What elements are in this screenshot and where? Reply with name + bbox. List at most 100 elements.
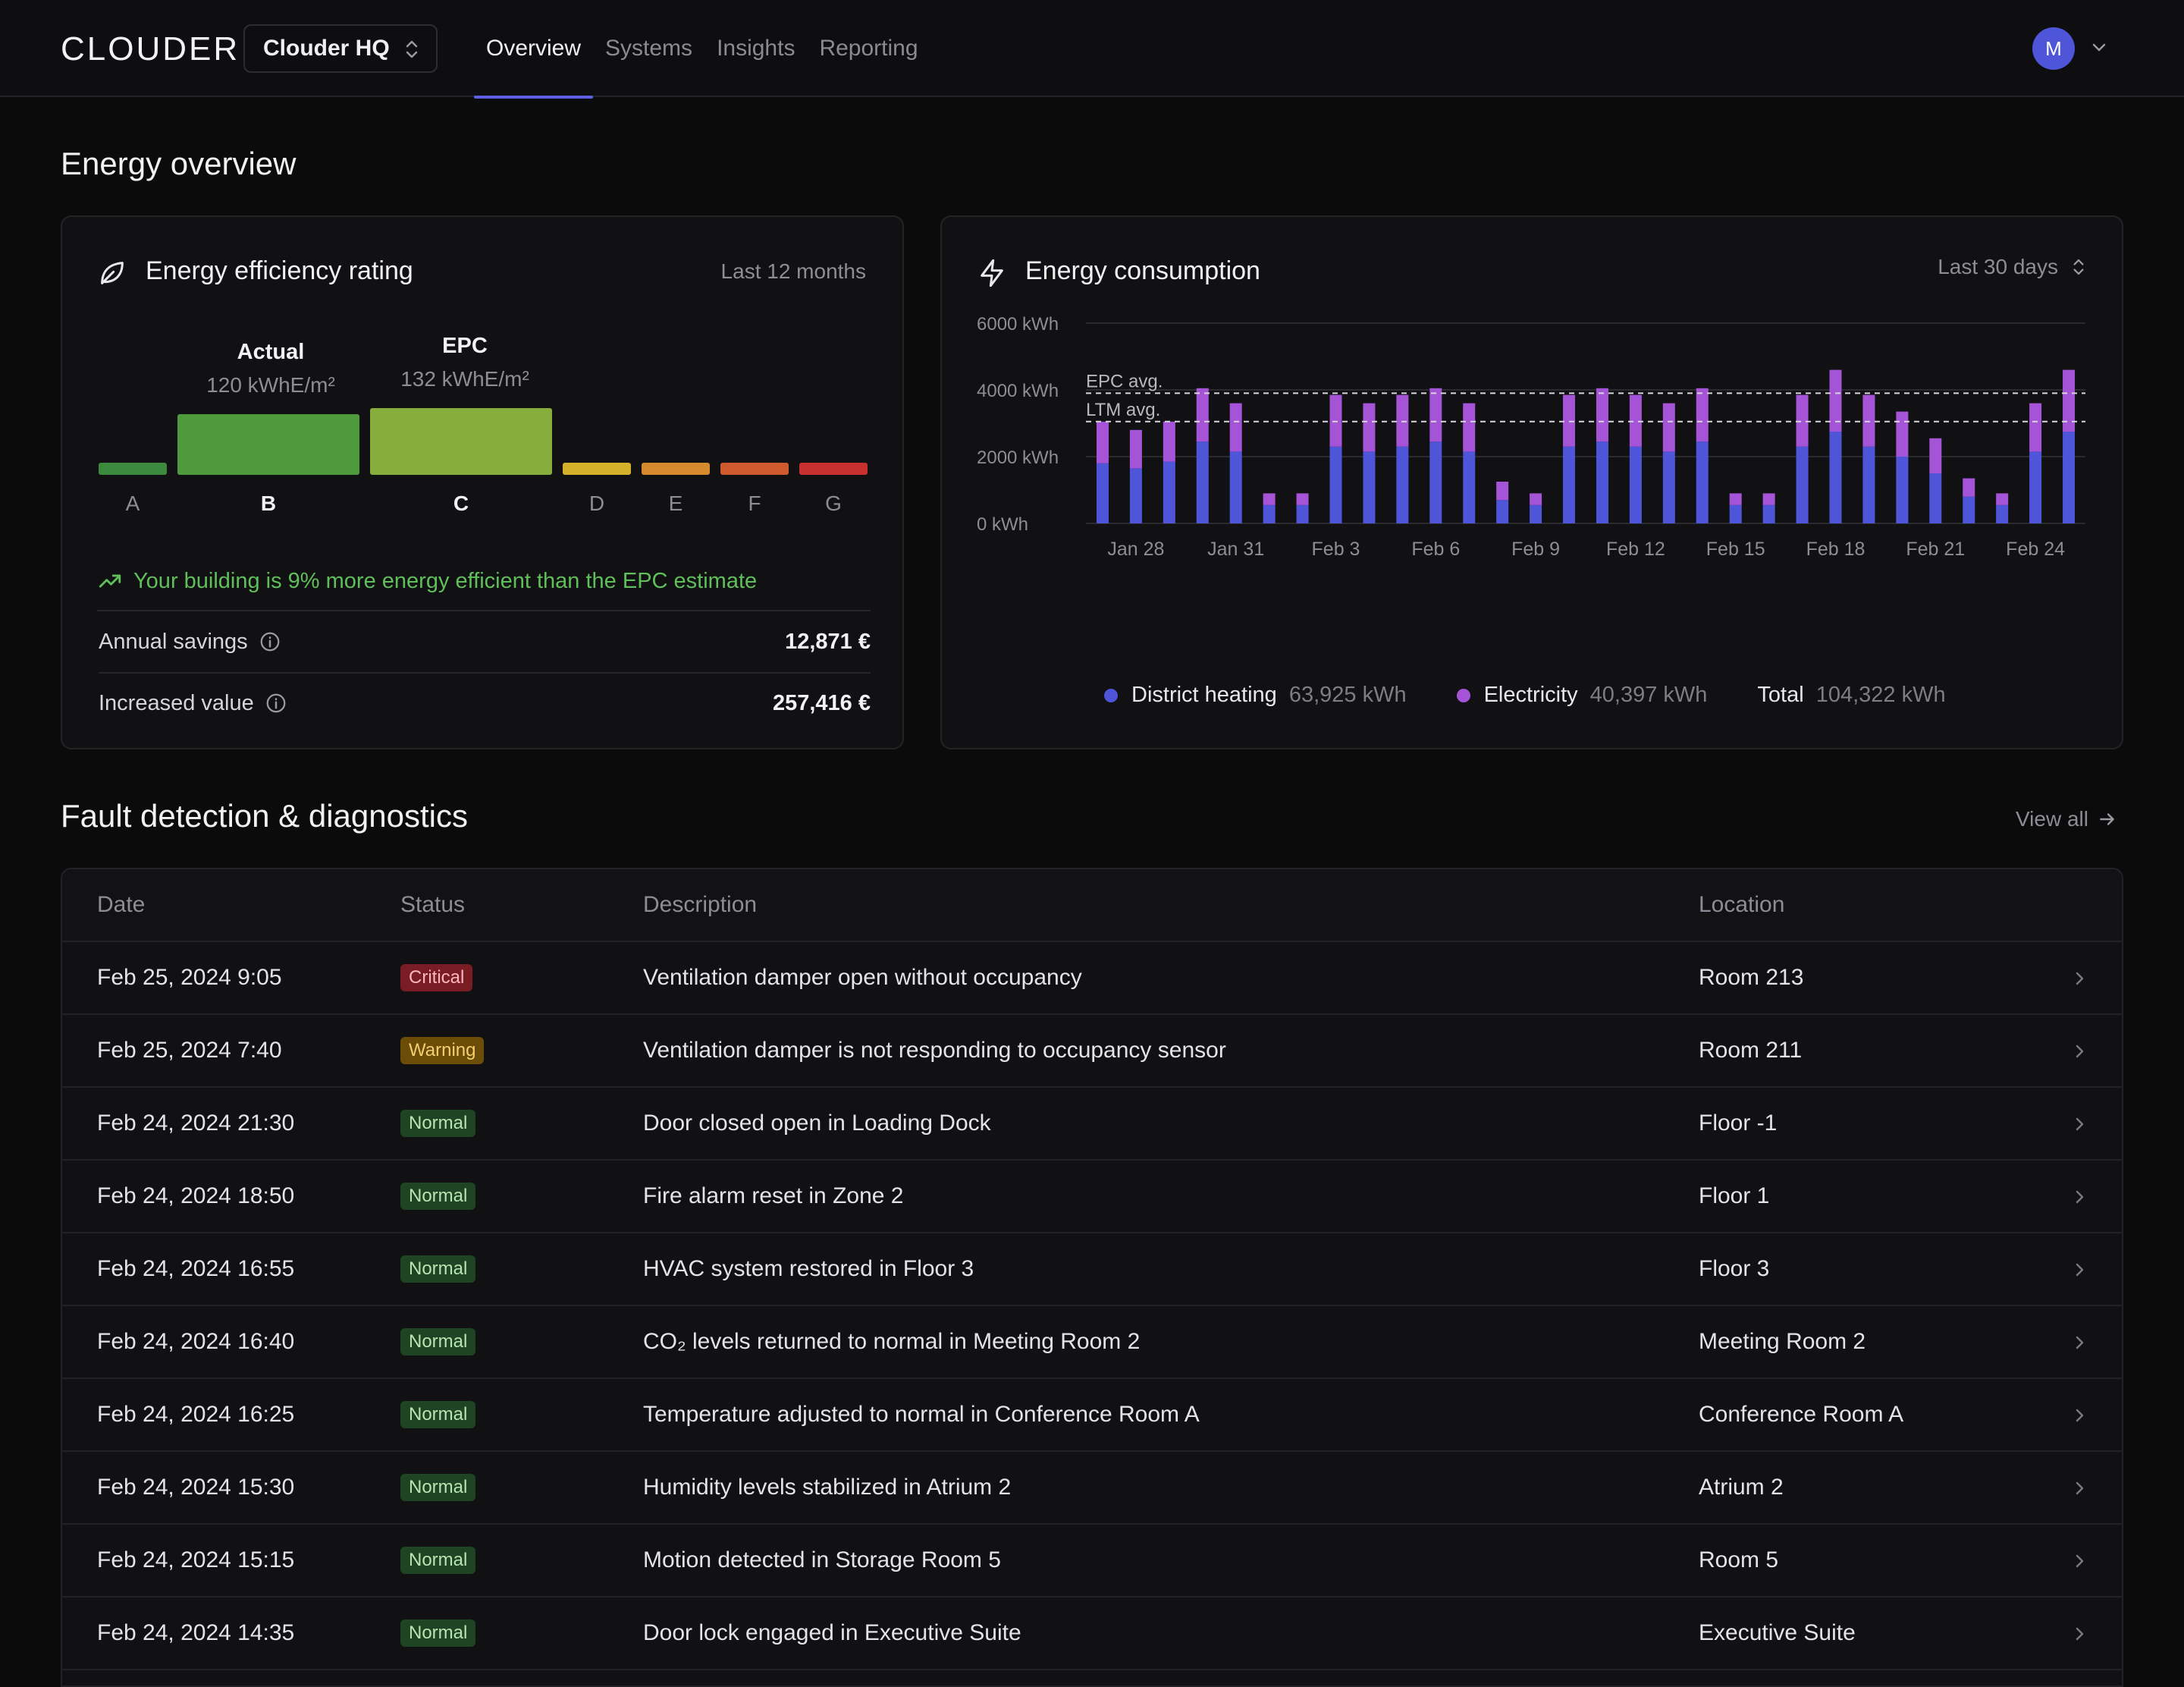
bar-district-heating[interactable] [1829,432,1842,523]
bar-electricity[interactable] [1862,394,1875,447]
bar-electricity[interactable] [1596,388,1608,442]
row-status-cell: Normal [400,1161,476,1232]
status-badge: Normal [400,1474,476,1501]
bar-electricity[interactable] [1963,478,1975,497]
bar-electricity[interactable] [1263,493,1276,505]
nav-tab-systems[interactable]: Systems [605,36,693,61]
bar-electricity[interactable] [1429,388,1442,442]
bar-district-heating[interactable] [1696,441,1709,523]
bar-district-heating[interactable] [1229,451,1242,523]
bar-district-heating[interactable] [1496,500,1509,523]
bar-district-heating[interactable] [1096,463,1109,523]
chevron-right-icon[interactable] [2072,1625,2087,1643]
bar-district-heating[interactable] [1463,451,1476,523]
bar-district-heating[interactable] [1129,468,1142,523]
info-icon[interactable] [259,630,281,653]
bar-electricity[interactable] [1296,493,1309,505]
bar-electricity[interactable] [1329,394,1342,447]
bar-electricity[interactable] [1129,429,1142,469]
bar-electricity[interactable] [1662,403,1675,452]
organization-selector[interactable]: Clouder HQ [243,24,438,73]
bar-electricity[interactable] [1396,394,1409,447]
info-icon[interactable] [265,692,287,715]
bar-district-heating[interactable] [1662,451,1675,523]
user-avatar[interactable]: M [2032,27,2075,70]
bar-district-heating[interactable] [1363,451,1376,523]
table-row[interactable]: Feb 24, 2024 21:30 Normal Door closed open… [62,1088,2122,1161]
chevron-right-icon[interactable] [2072,1042,2087,1060]
bar-electricity[interactable] [1163,421,1175,462]
rating-bar-e [642,463,710,475]
bar-electricity[interactable] [1729,493,1742,505]
chevron-right-icon[interactable] [2072,1406,2087,1425]
bar-district-heating[interactable] [2063,432,2076,523]
bar-district-heating[interactable] [2029,451,2042,523]
chevron-right-icon[interactable] [2072,1479,2087,1497]
column-header-date[interactable]: Date [97,892,146,917]
nav-tab-overview[interactable]: Overview [474,0,594,99]
table-row[interactable]: Feb 24, 2024 16:40 Normal CO₂ levels retur… [62,1306,2122,1379]
bar-electricity[interactable] [2063,369,2076,432]
column-header-location[interactable]: Location [1699,892,1785,917]
bar-district-heating[interactable] [1263,504,1276,523]
bar-district-heating[interactable] [1596,441,1608,523]
chevron-right-icon[interactable] [2072,1115,2087,1133]
clouder-logo[interactable]: CLOUDER [61,30,240,68]
table-row[interactable]: Feb 24, 2024 18:50 Normal Fire alarm reset… [62,1161,2122,1233]
column-header-status[interactable]: Status [400,892,466,917]
bar-district-heating[interactable] [1563,446,1576,523]
bar-district-heating[interactable] [1796,446,1809,523]
chevron-right-icon[interactable] [2072,1552,2087,1570]
bar-district-heating[interactable] [1896,457,1909,523]
table-row[interactable]: Feb 24, 2024 15:30 Normal Humidity levels … [62,1452,2122,1525]
bar-electricity[interactable] [1829,369,1842,432]
chevron-right-icon[interactable] [2072,1334,2087,1352]
bar-electricity[interactable] [1929,438,1942,473]
chevron-down-icon[interactable] [2090,38,2108,56]
row-description: Fire alarm reset in Zone 2 [643,1183,904,1208]
table-row[interactable]: Feb 25, 2024 9:05 Critical Ventilation dam… [62,942,2122,1015]
bar-electricity[interactable] [1096,421,1109,463]
bar-electricity[interactable] [1363,403,1376,452]
bar-district-heating[interactable] [1163,461,1175,523]
bar-electricity[interactable] [1463,403,1476,452]
bar-electricity[interactable] [1796,394,1809,447]
bar-district-heating[interactable] [1629,446,1642,523]
table-row[interactable]: Feb 24, 2024 14:35 Normal Door lock engage… [62,1597,2122,1670]
bar-district-heating[interactable] [1196,441,1209,523]
table-row[interactable]: Feb 24, 2024 16:55 Normal HVAC system rest… [62,1233,2122,1306]
bar-electricity[interactable] [1629,394,1642,447]
nav-tab-insights[interactable]: Insights [717,36,795,61]
bar-electricity[interactable] [1762,493,1775,505]
chevron-right-icon[interactable] [2072,1261,2087,1279]
nav-tab-reporting[interactable]: Reporting [819,36,918,61]
bar-district-heating[interactable] [1296,504,1309,523]
bar-electricity[interactable] [1229,403,1242,452]
bar-district-heating[interactable] [1929,473,1942,523]
table-row[interactable]: Feb 24, 2024 16:25 Normal Temperature adju… [62,1379,2122,1452]
bar-electricity[interactable] [1696,388,1709,442]
bar-district-heating[interactable] [1329,446,1342,523]
bar-electricity[interactable] [1196,388,1209,442]
bar-district-heating[interactable] [1762,504,1775,523]
bar-district-heating[interactable] [1396,446,1409,523]
bar-electricity[interactable] [1530,493,1542,505]
consumption-period-selector[interactable]: Last 30 days [1938,255,2085,279]
bar-electricity[interactable] [1496,482,1509,501]
bar-electricity[interactable] [1996,493,2009,505]
chevron-right-icon[interactable] [2072,1188,2087,1206]
bar-electricity[interactable] [2029,403,2042,452]
bar-district-heating[interactable] [1729,504,1742,523]
bar-district-heating[interactable] [1530,504,1542,523]
bar-district-heating[interactable] [1963,496,1975,523]
bar-district-heating[interactable] [1862,446,1875,523]
table-row[interactable]: Feb 24, 2024 15:15 Normal Motion detected … [62,1525,2122,1597]
bar-electricity[interactable] [1896,411,1909,457]
view-all-link[interactable]: View all [2016,807,2117,831]
bar-district-heating[interactable] [1429,441,1442,523]
bar-district-heating[interactable] [1996,504,2009,523]
column-header-description[interactable]: Description [643,892,758,917]
table-row[interactable]: Feb 25, 2024 7:40 Warning Ventilation damp… [62,1015,2122,1088]
chevron-right-icon[interactable] [2072,969,2087,988]
bar-electricity[interactable] [1563,394,1576,447]
